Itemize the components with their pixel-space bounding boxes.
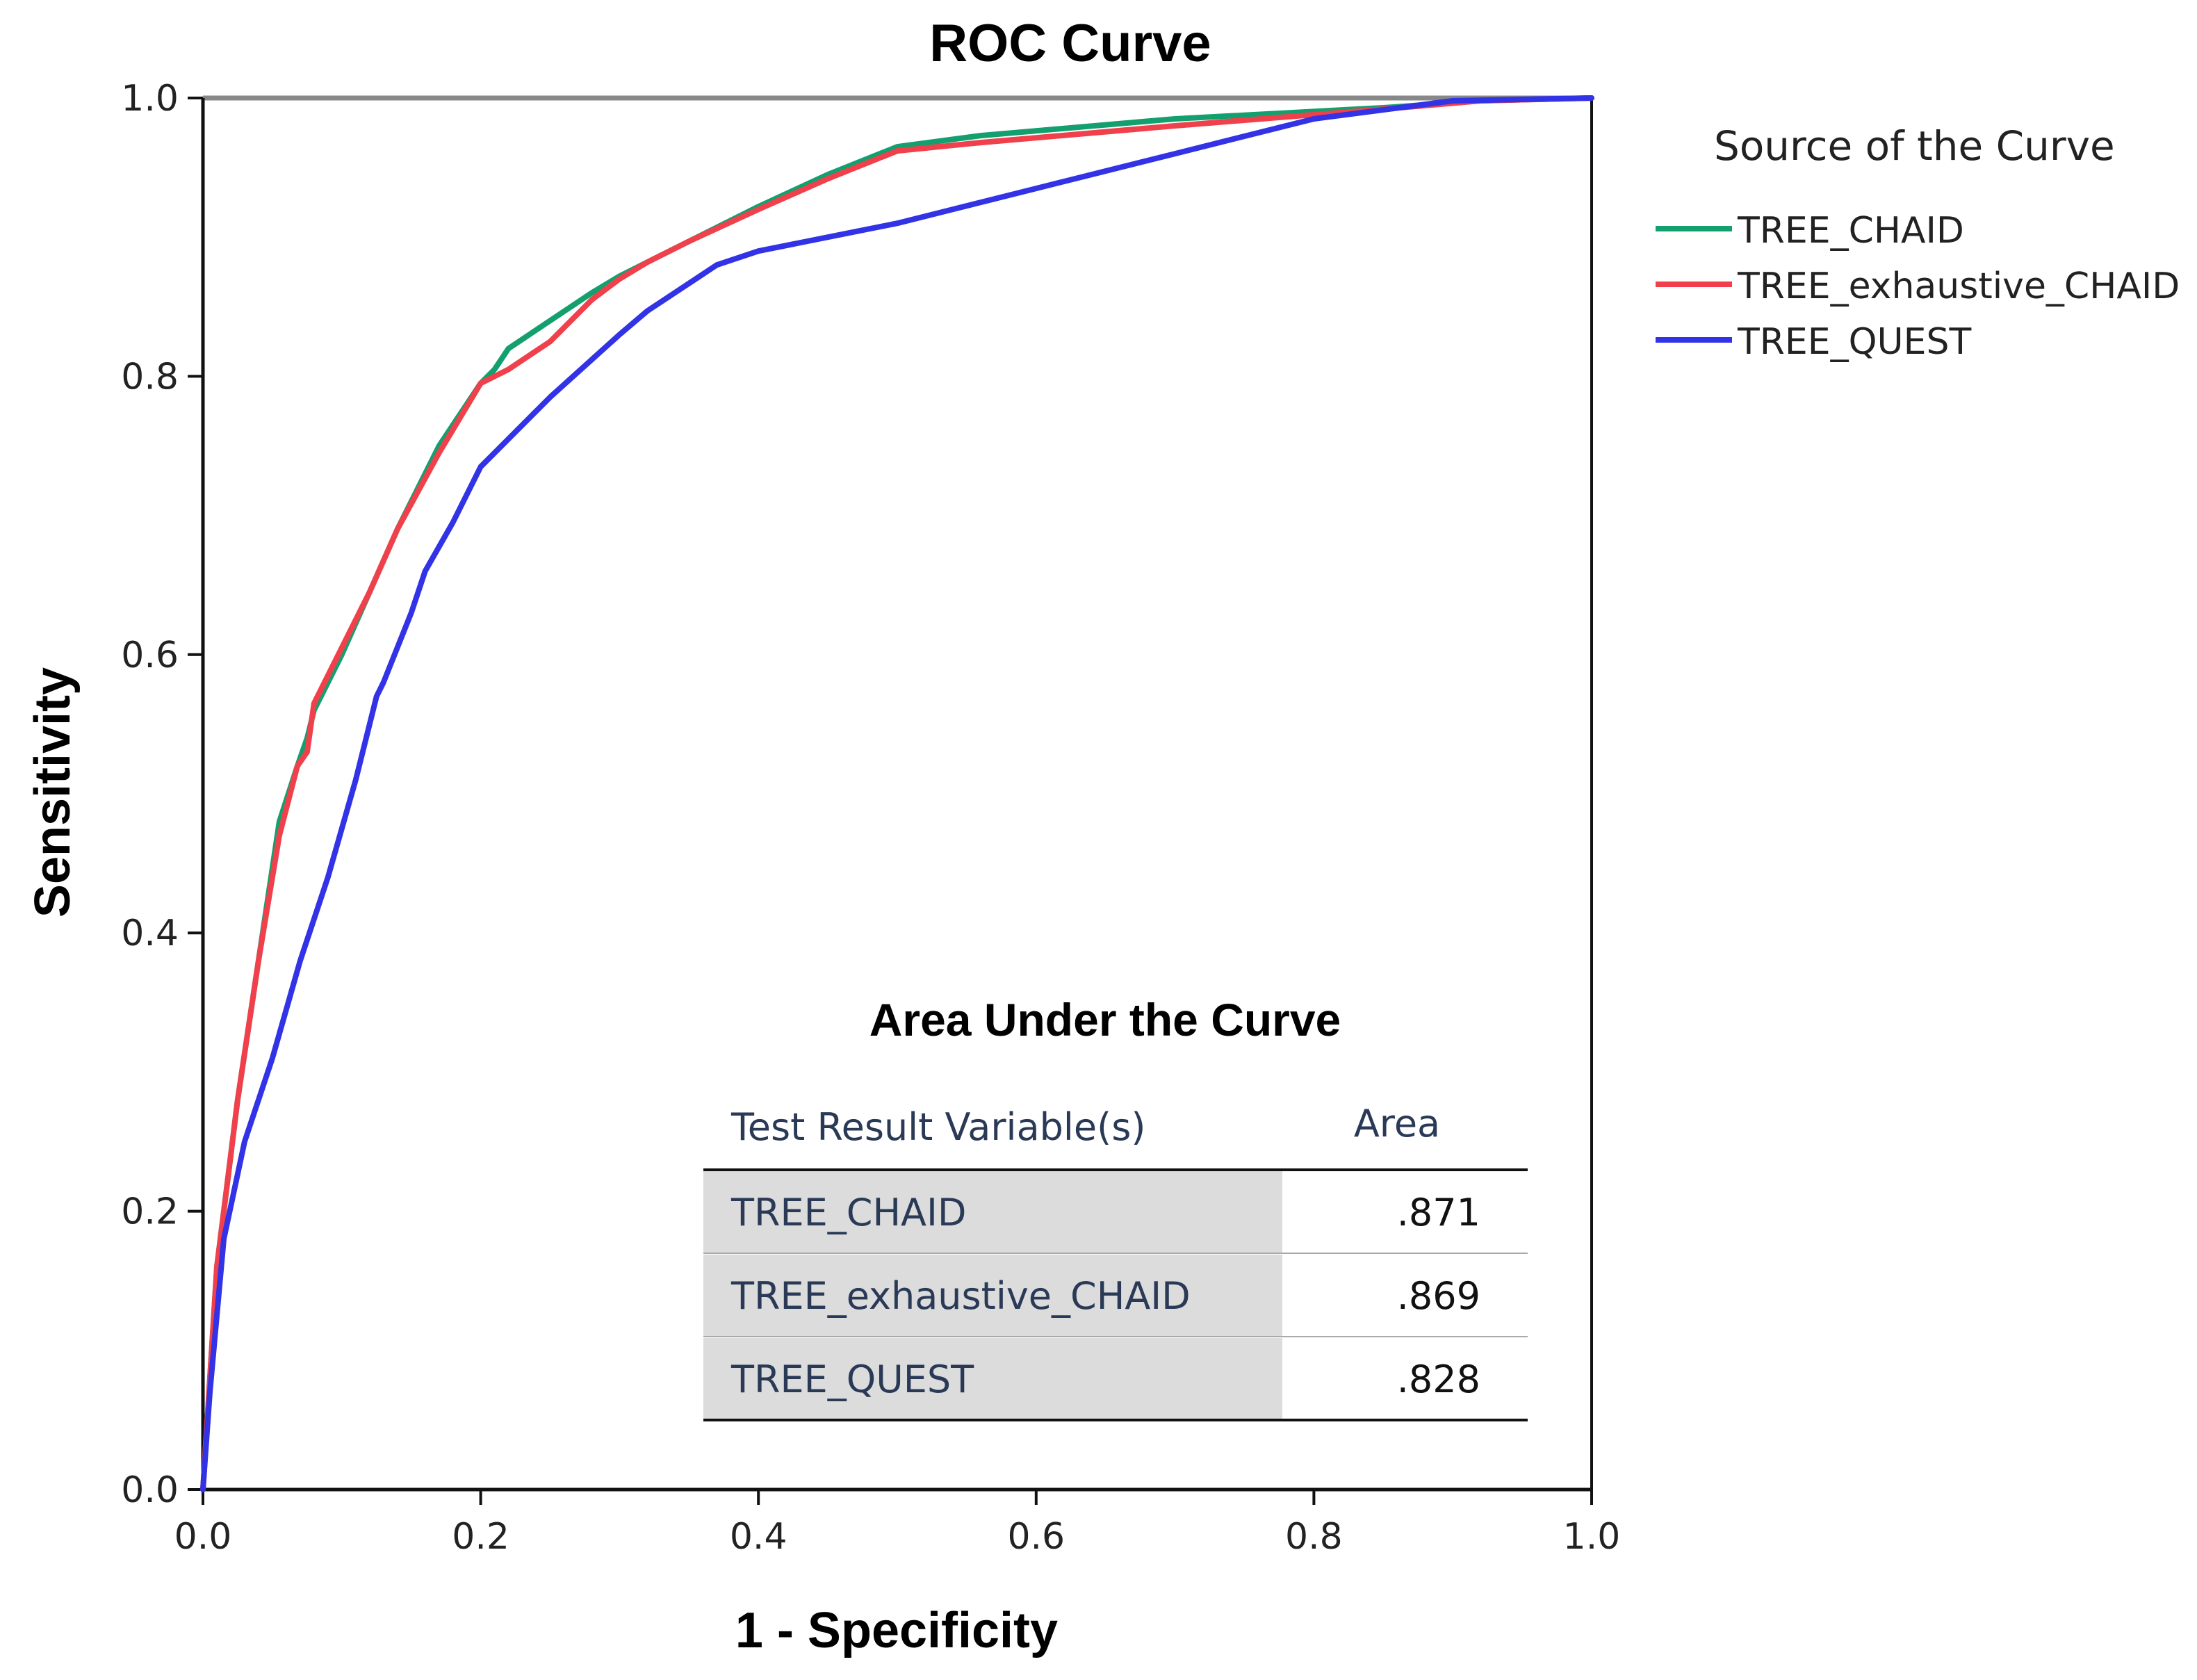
auc-table-rows: TREE_CHAID .871 TREE_exhaustive_CHAID .869 T… [703,1168,1528,1421]
legend-label: TREE_CHAID [1737,210,1964,252]
x-tick-label: 0.0 [174,1516,232,1558]
auc-row-variable: TREE_QUEST [730,1357,974,1401]
auc-table-title: Area Under the Curve [869,994,1341,1045]
chart-title: ROC Curve [929,14,1211,73]
auc-row-area: .828 [1397,1357,1480,1401]
auc-row-label-cell [703,1171,1282,1253]
y-tick-label: 0.2 [121,1191,179,1233]
series-line-tree-exhaustive-chaid [200,95,1594,1492]
auc-row-area: .871 [1397,1191,1480,1234]
legend: Source of the Curve TREE_CHAID TREE_exhau… [1656,122,2180,363]
auc-row-variable: TREE_CHAID [730,1191,967,1234]
x-tick-label: 0.2 [452,1516,509,1558]
auc-row-label-cell [703,1255,1282,1337]
y-tick-label: 1.0 [121,78,179,120]
x-tick-label: 1.0 [1563,1516,1621,1558]
y-tick-label: 0.8 [121,356,179,398]
auc-header-area: Area [1354,1102,1440,1145]
x-tick-label: 0.6 [1007,1516,1065,1558]
series-line-tree-quest [200,95,1594,1492]
y-tick-label: 0.4 [121,913,179,954]
y-axis-label: Sensitivity [25,667,81,918]
legend-title: Source of the Curve [1714,122,2115,170]
auc-row-variable: TREE_exhaustive_CHAID [730,1274,1191,1318]
y-tick-label: 0.0 [121,1469,179,1511]
auc-header-variable: Test Result Variable(s) [730,1105,1145,1149]
y-tick-label: 0.6 [121,635,179,676]
auc-row-area: .869 [1397,1274,1480,1318]
auc-table: Area Under the Curve Test Result Variabl… [703,994,1528,1421]
legend-label: TREE_exhaustive_CHAID [1737,266,2180,307]
roc-series [200,95,1594,1492]
x-tick-label: 0.8 [1285,1516,1343,1558]
auc-row-label-cell [703,1338,1282,1420]
x-tick-label: 0.4 [730,1516,787,1558]
plot-area [201,95,1593,1492]
legend-label: TREE_QUEST [1737,321,1971,363]
x-axis-label: 1 - Specificity [735,1603,1058,1658]
axis-ticks: 0.0 0.2 0.4 0.6 0.8 1.0 0.0 0.2 0.4 0.6 0.8 1.0 [121,78,1620,1558]
